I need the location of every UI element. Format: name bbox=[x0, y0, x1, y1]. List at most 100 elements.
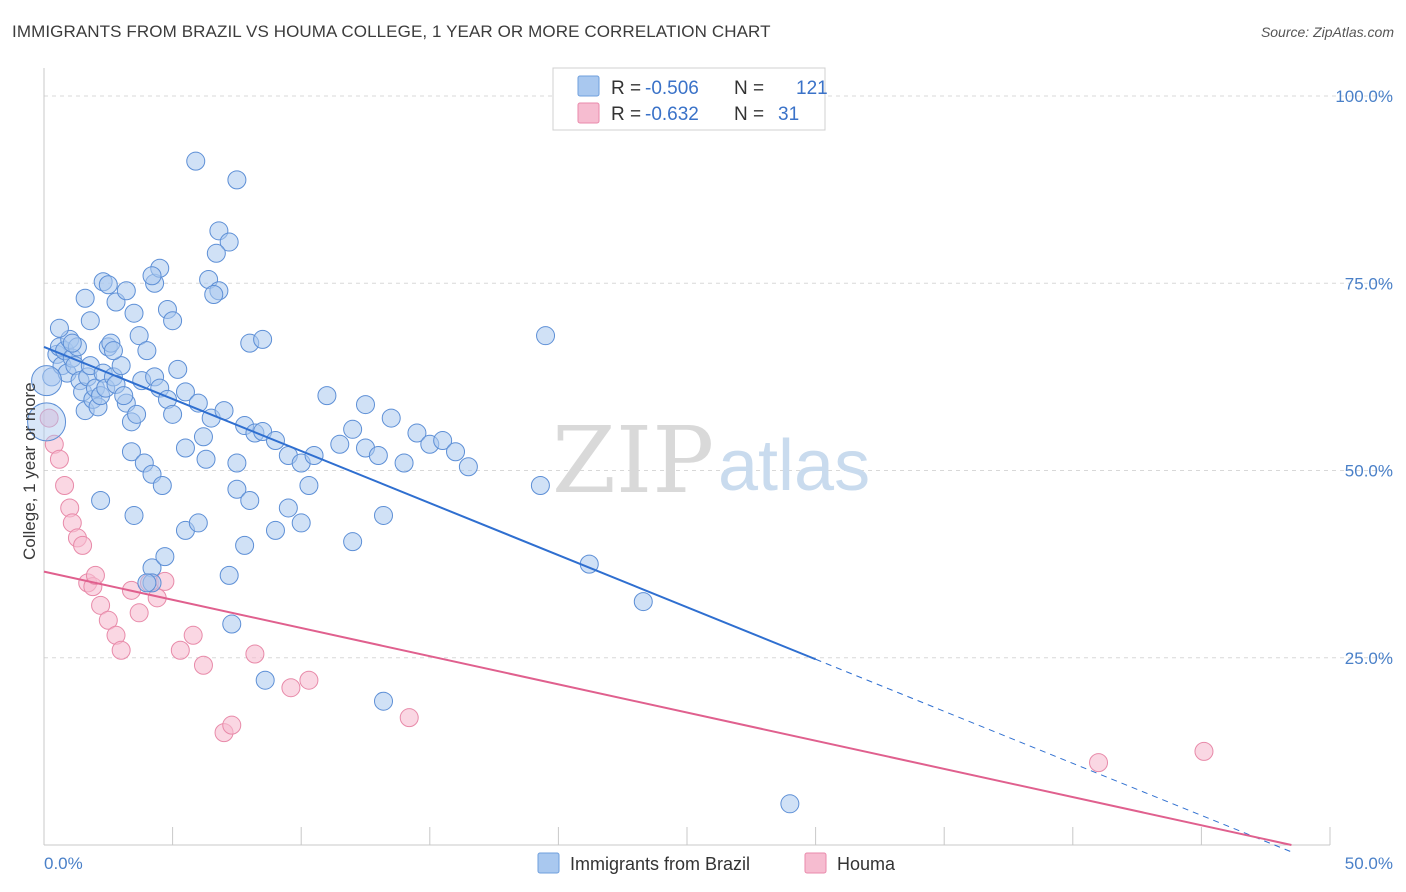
axes bbox=[43, 68, 1331, 846]
brazil-point bbox=[206, 243, 226, 263]
brazil-point bbox=[142, 266, 162, 286]
brazil-point bbox=[163, 404, 183, 424]
y-tick-label: 25.0% bbox=[1345, 649, 1393, 668]
bottom-legend-brazil: Immigrants from Brazil bbox=[570, 854, 750, 874]
brazil-point bbox=[114, 386, 134, 406]
brazil-point bbox=[137, 341, 157, 361]
brazil-point bbox=[374, 505, 394, 525]
houma-point bbox=[193, 655, 213, 675]
legend-swatch-houma bbox=[577, 102, 600, 124]
brazil-point bbox=[368, 446, 388, 466]
brazil-point bbox=[137, 573, 157, 593]
brazil-point bbox=[204, 284, 224, 304]
bottom-legend-swatch-houma bbox=[804, 852, 827, 874]
houma-trend-line bbox=[43, 570, 1292, 846]
brazil-point bbox=[265, 520, 285, 540]
brazil-point bbox=[219, 565, 239, 585]
brazil-point bbox=[433, 431, 453, 451]
watermark-zip: ZIP bbox=[552, 407, 714, 514]
brazil-point bbox=[240, 490, 260, 510]
brazil-point bbox=[235, 535, 255, 555]
brazil-point bbox=[291, 513, 311, 533]
legend: R = -0.506 N = 121 R = -0.632 N = 31 bbox=[552, 67, 828, 131]
brazil-point bbox=[317, 386, 337, 406]
houma-point bbox=[299, 670, 319, 690]
brazil-point bbox=[374, 691, 394, 711]
brazil-point bbox=[193, 427, 213, 447]
tick-labels: 100.0% 75.0% 50.0% 25.0% 0.0% 50.0% bbox=[44, 87, 1393, 873]
houma-point bbox=[85, 565, 105, 585]
brazil-point bbox=[458, 457, 478, 477]
brazil-trend-line bbox=[43, 345, 816, 661]
trend-lines bbox=[43, 345, 1292, 853]
brazil-point bbox=[330, 434, 350, 454]
brazil-point bbox=[446, 442, 466, 462]
brazil-point bbox=[27, 402, 67, 442]
brazil-trend-extension bbox=[815, 658, 1292, 853]
brazil-point bbox=[31, 365, 63, 397]
legend-r-value-2: -0.632 bbox=[645, 104, 699, 125]
brazil-point bbox=[168, 359, 188, 379]
brazil-point bbox=[780, 794, 800, 814]
legend-r-label-1: R = bbox=[611, 78, 641, 99]
chart-source: Source: ZipAtlas.com bbox=[1260, 24, 1394, 40]
brazil-point bbox=[227, 453, 247, 473]
houma-point bbox=[183, 625, 203, 645]
houma-points bbox=[39, 408, 1214, 773]
x-tick-label: 50.0% bbox=[1345, 854, 1393, 873]
legend-n-label-2: N = bbox=[734, 104, 764, 125]
brazil-point bbox=[343, 419, 363, 439]
brazil-point bbox=[121, 442, 141, 462]
houma-point bbox=[91, 595, 111, 615]
brazil-point bbox=[227, 479, 247, 499]
houma-point bbox=[222, 715, 242, 735]
brazil-point bbox=[343, 532, 363, 552]
brazil-point bbox=[227, 170, 247, 190]
chart-title: IMMIGRANTS FROM BRAZIL VS HOUMA COLLEGE,… bbox=[12, 22, 771, 41]
y-tick-label: 75.0% bbox=[1345, 274, 1393, 293]
y-tick-label: 100.0% bbox=[1335, 87, 1393, 106]
brazil-point bbox=[407, 423, 427, 443]
houma-point bbox=[1194, 741, 1214, 761]
brazil-point bbox=[394, 453, 414, 473]
brazil-point bbox=[98, 275, 118, 295]
houma-point bbox=[111, 640, 131, 660]
bottom-legend: Immigrants from Brazil Houma bbox=[537, 852, 896, 874]
houma-point bbox=[281, 678, 301, 698]
brazil-point bbox=[129, 326, 149, 346]
houma-point bbox=[49, 449, 69, 469]
houma-point bbox=[399, 708, 419, 728]
legend-swatch-brazil bbox=[577, 75, 600, 97]
brazil-point bbox=[299, 475, 319, 495]
houma-point bbox=[129, 603, 149, 623]
legend-r-value-1: -0.506 bbox=[645, 78, 699, 99]
brazil-point bbox=[633, 592, 653, 612]
brazil-point bbox=[163, 311, 183, 331]
houma-point bbox=[1089, 753, 1109, 773]
houma-point bbox=[245, 644, 265, 664]
brazil-point bbox=[62, 333, 82, 353]
brazil-point bbox=[186, 151, 206, 171]
brazil-point bbox=[111, 356, 131, 376]
y-tick-label: 50.0% bbox=[1345, 462, 1393, 481]
legend-n-label-1: N = bbox=[734, 78, 764, 99]
brazil-point bbox=[91, 490, 111, 510]
brazil-point bbox=[152, 475, 172, 495]
brazil-point bbox=[196, 449, 216, 469]
brazil-point bbox=[49, 318, 69, 338]
brazil-points bbox=[27, 151, 800, 814]
brazil-point bbox=[175, 382, 195, 402]
brazil-point bbox=[124, 505, 144, 525]
houma-point bbox=[98, 610, 118, 630]
brazil-point bbox=[127, 404, 147, 424]
brazil-point bbox=[175, 438, 195, 458]
brazil-point bbox=[75, 288, 95, 308]
brazil-point bbox=[116, 281, 136, 301]
brazil-point bbox=[253, 329, 273, 349]
houma-point bbox=[170, 640, 190, 660]
legend-n-value-2: 31 bbox=[778, 104, 799, 125]
brazil-point bbox=[222, 614, 242, 634]
watermark-atlas: atlas bbox=[718, 426, 870, 506]
bottom-legend-swatch-brazil bbox=[537, 852, 560, 874]
